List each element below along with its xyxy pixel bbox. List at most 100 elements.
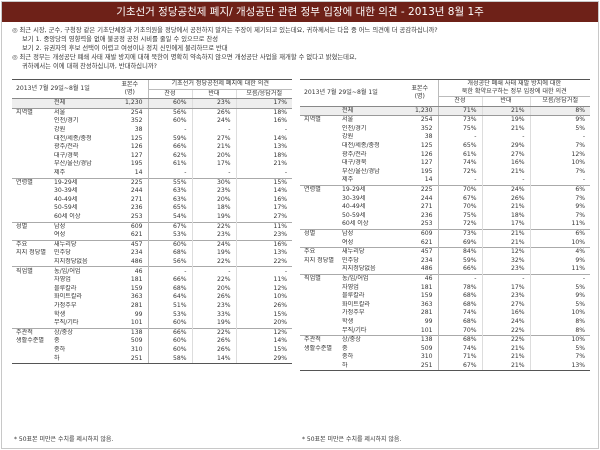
disagree-value: 21% [481,238,530,248]
agree-value: 63% [147,187,192,196]
group-label: 지지 정당별 [16,249,46,257]
agree-value: 65% [147,204,192,213]
agree-value: 58% [147,354,192,365]
table-row: 40-49세 271 63% 20% 16% [12,195,293,205]
sample-size-header: 표본수 (명) [402,79,438,107]
dont-know-value: 22% [235,257,293,267]
subgroup-label: 남성 [340,228,402,239]
disagree-value: 18% [481,211,530,221]
dont-know-value: 5% [529,344,591,354]
table-row: 블루칼라 159 68% 23% 9% [300,292,591,301]
dont-know-value: 26% [235,301,293,311]
subgroup-label: 부산/울산/경남 [342,167,380,175]
subgroup-label: 새누리당 [52,239,112,250]
sample-size: 126 [130,143,143,151]
sample-size: 310 [420,353,433,361]
question-header: 기초선거 정당공천제 폐지에 대한 의견 [147,79,293,90]
question-intro: ◎ 최근 시장, 군수, 구청장 같은 기초단체장과 기초의원을 정당에서 공천… [12,26,592,71]
sample-size: 46 [402,273,438,284]
subgroup-label: 인천/경기 [54,117,79,125]
group-label [300,212,340,221]
table-row: 중하 310 71% 21% 7% [300,353,591,362]
subgroup-label: 화이트칼라 [342,300,371,308]
sample-size: 127 [130,151,143,159]
sample-size: 310 [130,345,143,353]
dont-know-value: 20% [235,319,293,329]
dont-know-value: - [235,266,293,277]
disagree-value: 17% [481,220,530,230]
subgroup-label: 가정주부 [54,301,77,309]
dont-know-value: 21% [235,160,293,169]
dont-know-value: 14% [235,187,293,196]
table-row: 학생 99 53% 33% 15% [12,310,293,320]
subgroup-label: 전체 [340,106,402,117]
subgroup-label: 민주당 [342,256,359,264]
agree-value: 68% [437,335,482,345]
group-label [12,354,52,365]
table-row: 화이트칼라 363 68% 27% 5% [300,300,591,310]
group-label: 생활수준별 [304,344,333,352]
sample-size: 195 [420,167,433,175]
group-label [300,220,340,229]
agree-value: 63% [147,195,192,205]
disagree-value: 22% [481,335,530,345]
sample-size: 621 [420,238,433,246]
group-label [12,187,52,196]
group-label [12,302,52,311]
sample-size: 234 [130,249,143,257]
table-row: 인천/경기 352 60% 24% 16% [12,117,293,126]
dont-know-value: 7% [529,167,591,177]
agree-value: 67% [437,194,482,204]
dont-know-value: 8% [529,317,591,327]
dont-know-value: 9% [529,115,591,125]
subgroup-label: 농/임/어업 [340,273,402,284]
group-label [12,285,52,294]
agree-value: 61% [147,160,192,169]
table-row: 하 251 67% 21% 13% [300,361,591,372]
table-row: 하 251 58% 14% 29% [12,354,293,365]
sample-size: 38 [424,133,433,141]
agree-value: 73% [437,228,482,239]
group-label [300,133,340,142]
group-label: 연령별 [300,184,340,195]
subgroup-label: 중하 [342,353,354,361]
dont-know-value: 12% [235,327,293,338]
disagree-value: 21% [481,353,530,362]
table-row: 여성 621 53% 23% 23% [12,231,293,241]
sample-size: 1,230 [402,106,438,117]
sample-size: 234 [420,256,433,264]
table-row: 강원 38- - - [300,133,591,142]
group-label: 생활수준별 [16,337,45,345]
subgroup-label: 자영업 [54,276,71,284]
sample-size: 99 [424,317,433,325]
group-label [300,326,340,335]
table-row: 30-39세 244 67% 26% 7% [300,194,591,204]
agree-value: - [437,133,482,142]
disagree-value: 22% [481,326,530,336]
table-row: 성별 남성 609 67% 22% 11% [12,221,293,232]
subgroup-label: 농/임/어업 [52,266,112,277]
subgroup-label: 하 [340,361,402,372]
table-row: 직업별 농/임/어업 46- - - [12,266,293,277]
subgroup-label: 남성 [52,221,112,232]
table-row: 중하 310 60% 26% 15% [12,345,293,355]
group-label [300,301,340,310]
dont-know-value: 14% [235,337,293,346]
subgroup-label: 60세 이상 [342,220,369,228]
sample-size: 125 [420,142,433,150]
sample-size: 486 [420,265,433,273]
group-label [300,176,340,185]
table-row: 지지 정당별 민주당 234 68% 19% 13% [12,249,293,258]
col-header-agree: 찬성 [147,89,192,100]
table-row: 대구/경북 127 74% 16% 10% [300,159,591,168]
disagree-value: 27% [481,300,530,310]
subgroup-label: 대전/세종/충청 [342,142,380,150]
col-header-dont-know: 모름/응답거절 [529,96,591,107]
agree-value: 66% [147,276,192,285]
sample-size: 138 [402,335,438,345]
dont-know-value: 16% [235,117,293,126]
agree-value: 53% [147,231,192,241]
footnote: * 50표본 미만은 수치를 제시하지 않음. [14,436,114,443]
agree-value: 62% [147,151,192,161]
disagree-value: 21% [481,106,530,117]
